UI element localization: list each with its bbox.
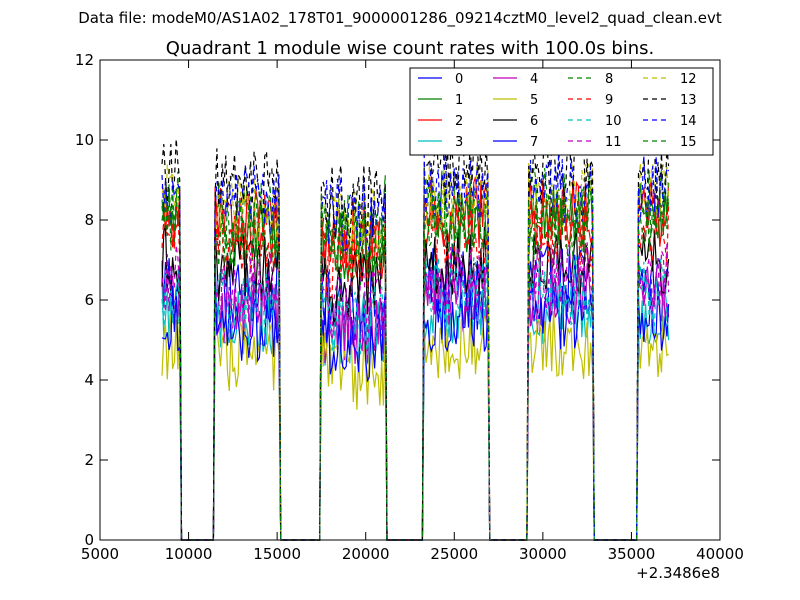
legend-label-9: 9 xyxy=(605,93,613,108)
y-tick-label: 10 xyxy=(75,131,94,149)
legend-label-1: 1 xyxy=(455,93,463,108)
x-tick-label: 35000 xyxy=(608,545,656,563)
series-line-15 xyxy=(161,188,670,541)
legend-label-11: 11 xyxy=(605,135,622,150)
legend-label-13: 13 xyxy=(680,93,697,108)
axes: 5000 10000 15000 20000 25000 30000 35000 40000 0… xyxy=(75,51,744,563)
legend-label-2: 2 xyxy=(455,114,463,129)
legend-label-3: 3 xyxy=(455,135,463,150)
y-tick-label: 12 xyxy=(75,51,94,69)
legend-label-12: 12 xyxy=(680,72,697,87)
legend-label-0: 0 xyxy=(455,72,463,87)
chart-title: Quadrant 1 module wise count rates with … xyxy=(166,38,655,59)
legend-label-7: 7 xyxy=(530,135,538,150)
legend-label-10: 10 xyxy=(605,114,622,129)
legend-label-4: 4 xyxy=(530,72,538,87)
legend-label-6: 6 xyxy=(530,114,538,129)
x-tick-label: 25000 xyxy=(430,545,478,563)
legend-label-8: 8 xyxy=(605,72,613,87)
legend-label-5: 5 xyxy=(530,93,538,108)
x-tick-label: 20000 xyxy=(342,545,390,563)
x-offset-label: +2.3486e8 xyxy=(636,564,720,582)
x-tick-label: 15000 xyxy=(253,545,301,563)
y-tick-label: 4 xyxy=(84,371,94,389)
y-tick-label: 2 xyxy=(84,451,94,469)
x-tick-label: 5000 xyxy=(81,545,119,563)
x-tick-label: 30000 xyxy=(519,545,567,563)
figure-suptitle: Data file: modeM0/AS1A02_178T01_90000012… xyxy=(78,9,722,28)
legend-label-14: 14 xyxy=(680,114,697,129)
y-tick-label: 8 xyxy=(84,211,94,229)
legend-label-15: 15 xyxy=(680,135,697,150)
x-tick-label: 40000 xyxy=(696,545,744,563)
x-tick-label: 10000 xyxy=(165,545,213,563)
y-tick-label: 0 xyxy=(84,531,94,549)
y-tick-label: 6 xyxy=(84,291,94,309)
